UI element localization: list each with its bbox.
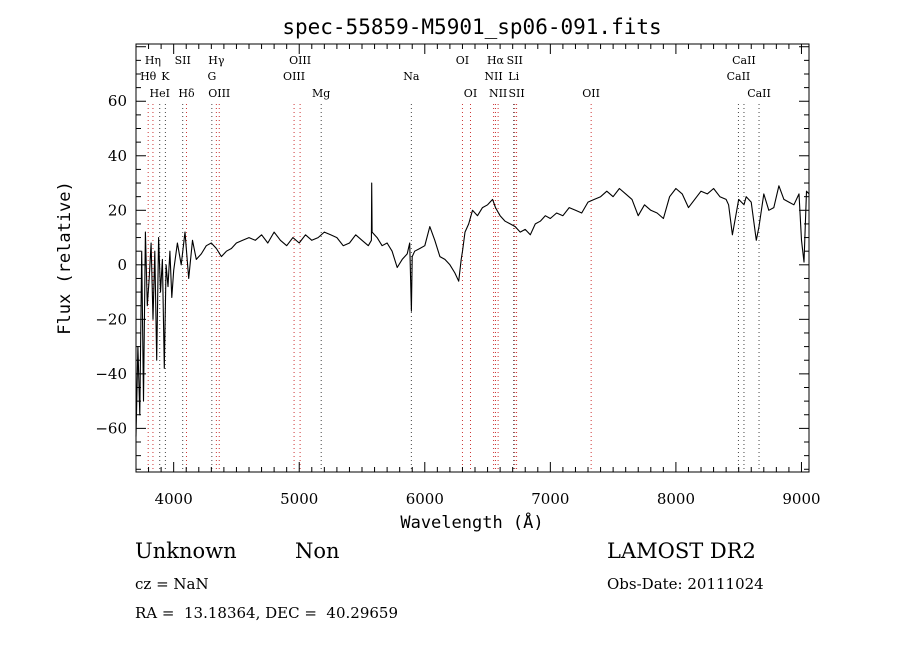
y-tick-label: 0 [117, 256, 127, 274]
marker-label: CaII [727, 70, 751, 83]
marker-label: OIII [289, 54, 311, 67]
marker-label: K [161, 70, 170, 83]
marker-label: Hη [145, 54, 161, 67]
marker-label: SII [508, 87, 524, 100]
marker-label: Hγ [208, 54, 225, 67]
coordinates-text: RA = 13.18364, DEC = 40.29659 [135, 604, 399, 622]
marker-label: Hα [487, 54, 505, 67]
marker-label: NII [484, 70, 502, 83]
y-tick-label: −20 [95, 310, 127, 328]
subclass-label: Non [295, 539, 340, 563]
y-tick-label: −40 [95, 365, 127, 383]
marker-label: OII [582, 87, 600, 100]
y-axis: −60 −40 −20 0 20 40 60 [95, 46, 809, 470]
plot-frame [135, 43, 810, 473]
x-tick-label: 7000 [531, 490, 569, 508]
spectrum-line [135, 182, 810, 437]
marker-label: OIII [208, 87, 230, 100]
x-tick-label: 6000 [406, 490, 444, 508]
marker-label: G [207, 70, 216, 83]
marker-label: HeI [150, 87, 170, 100]
y-tick-label: 60 [108, 92, 127, 110]
x-tick-label: 8000 [657, 490, 695, 508]
y-tick-label: 40 [108, 147, 127, 165]
class-label: Unknown [135, 539, 237, 563]
marker-label: CaII [732, 54, 756, 67]
redshift-text: cz = NaN [135, 575, 209, 593]
marker-lines-layer [147, 104, 760, 472]
x-axis-label: Wavelength (Å) [400, 511, 543, 533]
marker-label: Li [508, 70, 519, 83]
marker-label: Na [403, 70, 420, 83]
y-tick-label: 20 [108, 201, 127, 219]
x-axis: 4000 5000 6000 7000 8000 9000 [135, 44, 821, 508]
survey-label: LAMOST DR2 [607, 539, 756, 563]
marker-label: Hδ [178, 87, 195, 100]
x-tick-label: 4000 [155, 490, 193, 508]
y-axis-label: Flux (relative) [55, 181, 75, 335]
x-tick-label: 5000 [280, 490, 318, 508]
marker-label: OI [464, 87, 477, 100]
marker-label: SII [175, 54, 191, 67]
marker-label: SII [507, 54, 523, 67]
marker-label: OIII [283, 70, 305, 83]
marker-label: Hθ [140, 70, 157, 83]
marker-label: NII [489, 87, 507, 100]
marker-label: OI [456, 54, 469, 67]
marker-label: Mg [312, 87, 330, 100]
obs-date-text: Obs-Date: 20111024 [607, 575, 764, 593]
y-tick-label: −60 [95, 419, 127, 437]
x-tick-label: 9000 [782, 490, 820, 508]
chart-title: spec-55859-M5901_sp06-091.fits [282, 15, 661, 39]
marker-label: CaII [747, 87, 771, 100]
